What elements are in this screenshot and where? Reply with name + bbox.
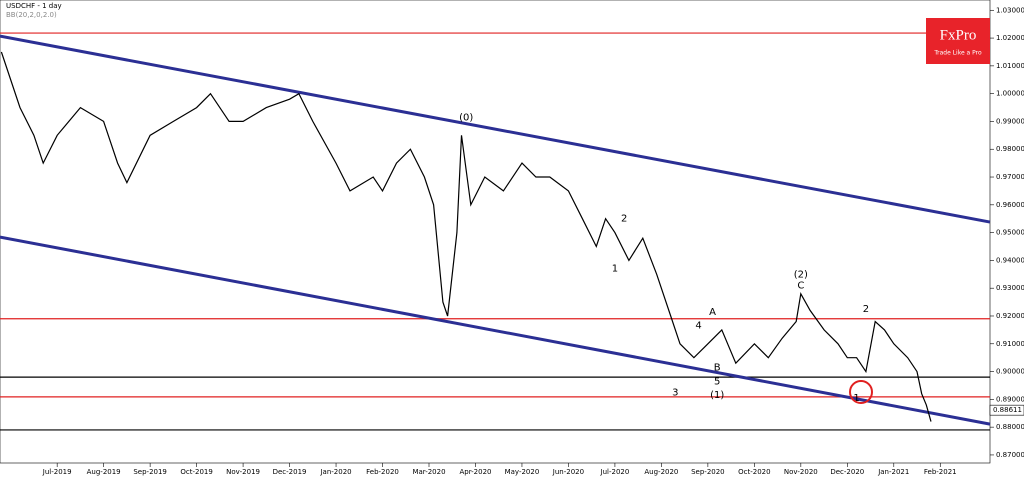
x-tick-label: Oct-2019 — [180, 468, 212, 476]
x-tick-label: Jul-2020 — [600, 468, 630, 476]
chart-title: USDCHF - 1 day — [6, 2, 62, 10]
x-tick-label: Feb-2021 — [924, 468, 957, 476]
price-tag: 0.88611 — [993, 406, 1022, 414]
logo-text: FxPro — [940, 27, 977, 43]
wave-label: A — [709, 307, 716, 318]
x-tick-label: Jan-2020 — [319, 468, 351, 476]
y-tick-label: 0.88000 — [996, 423, 1024, 431]
price-tag-box — [989, 404, 1024, 416]
x-tick-label: Feb-2020 — [366, 468, 399, 476]
x-tick-label: Oct-2020 — [738, 468, 770, 476]
x-tick-label: Aug-2020 — [644, 468, 678, 476]
x-tick-label: Aug-2019 — [87, 468, 121, 476]
x-tick-label: Jul-2019 — [42, 468, 72, 476]
x-tick-label: Apr-2020 — [459, 468, 491, 476]
logo-box — [926, 18, 990, 64]
wave-label: 2 — [621, 214, 627, 225]
y-tick-label: 0.98000 — [996, 145, 1024, 153]
y-tick-label: 0.90000 — [996, 368, 1024, 376]
price-line — [0, 51, 932, 422]
x-tick-label: Jun-2020 — [552, 468, 584, 476]
x-tick-label: Dec-2020 — [830, 468, 864, 476]
x-tick-label: Nov-2020 — [784, 468, 818, 476]
y-tick-label: 0.93000 — [996, 284, 1024, 292]
wave-label: 3 — [672, 387, 678, 398]
x-tick-label: Dec-2019 — [273, 468, 307, 476]
y-tick-label: 1.01000 — [996, 62, 1024, 70]
highlight-circle — [849, 380, 873, 404]
y-tick-label: 0.99000 — [996, 117, 1024, 125]
wave-label: 5 — [714, 376, 720, 387]
brand-logo: FxPro Trade Like a Pro — [926, 18, 990, 64]
wave-label: 4 — [695, 321, 701, 332]
x-tick-label: Jan-2021 — [877, 468, 909, 476]
logo-tagline: Trade Like a Pro — [933, 50, 982, 57]
wave-label: 2 — [863, 304, 869, 315]
wave-label: 1 — [853, 393, 859, 404]
chart-subtitle: BB(20,2,0,2.0) — [6, 11, 57, 19]
x-tick-label: May-2020 — [505, 468, 540, 476]
wave-label: (2) — [794, 269, 808, 280]
wave-label: (1) — [710, 390, 724, 401]
x-tick-label: Mar-2020 — [412, 468, 445, 476]
y-tick-label: 0.97000 — [996, 173, 1024, 181]
plot-frame — [0, 0, 991, 464]
y-tick-label: 0.95000 — [996, 229, 1024, 237]
y-tick-label: 0.94000 — [996, 256, 1024, 264]
wave-label: C — [797, 280, 804, 291]
y-tick-label: 0.91000 — [996, 340, 1024, 348]
channel-line — [0, 235, 991, 426]
y-tick-label: 0.89000 — [996, 395, 1024, 403]
wave-label: (0) — [459, 112, 473, 123]
channel-line — [0, 34, 991, 224]
wave-label: B — [714, 362, 721, 373]
y-tick-label: 0.92000 — [996, 312, 1024, 320]
y-tick-label: 1.03000 — [996, 6, 1024, 14]
x-tick-label: Sep-2019 — [133, 468, 167, 476]
y-tick-label: 0.87000 — [996, 451, 1024, 459]
y-tick-label: 0.96000 — [996, 201, 1024, 209]
y-tick-label: 1.00000 — [996, 90, 1024, 98]
x-tick-label: Sep-2020 — [691, 468, 725, 476]
y-tick-label: 1.02000 — [996, 34, 1024, 42]
x-tick-label: Nov-2019 — [226, 468, 260, 476]
wave-label: 1 — [612, 264, 618, 275]
